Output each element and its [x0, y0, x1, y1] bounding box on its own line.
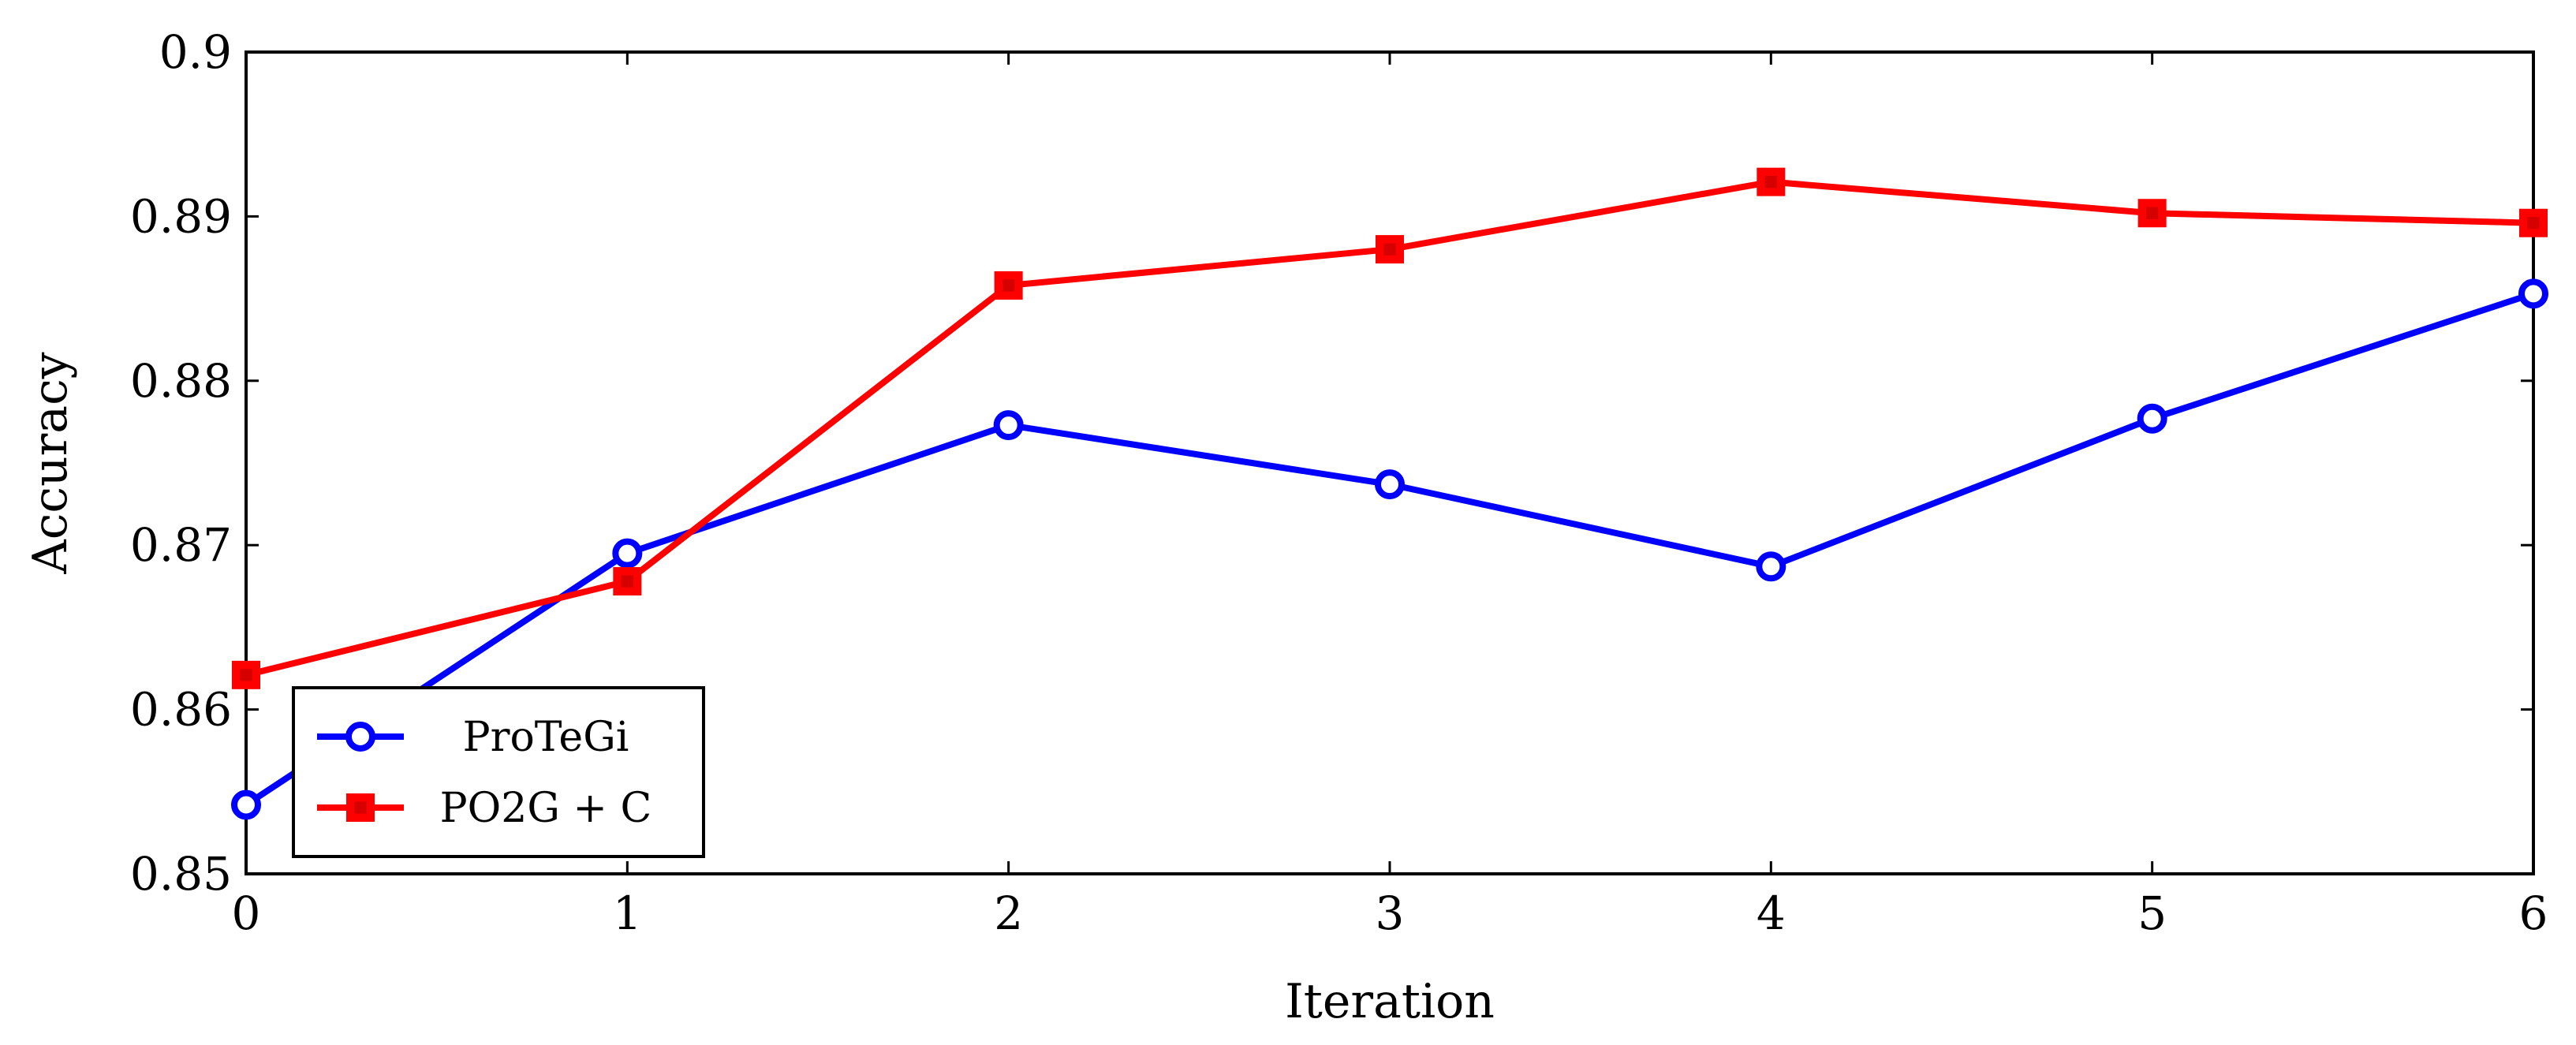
square-marker-core — [2527, 217, 2540, 230]
x-axis-title: Iteration — [1285, 974, 1495, 1029]
y-axis-title: Accuracy — [23, 352, 78, 574]
square-marker-core — [1764, 175, 1777, 188]
legend: ProTeGi PO2G + C — [292, 686, 705, 858]
series-2 — [232, 167, 2548, 689]
x-tick-label: 4 — [1757, 886, 1786, 940]
y-tick-label: 0.88 — [130, 354, 232, 408]
circle-marker — [993, 410, 1024, 441]
square-marker-core — [2146, 207, 2159, 219]
y-tick-label: 0.85 — [130, 847, 232, 901]
legend-marker — [346, 793, 375, 822]
circle-marker — [612, 538, 643, 569]
x-tick-label: 2 — [994, 886, 1023, 940]
x-tick-label: 5 — [2137, 886, 2167, 940]
legend-label: PO2G + C — [440, 785, 652, 832]
circle-marker — [1756, 551, 1786, 582]
tick-labels: 0 1 2 3 4 5 6 0.85 0.86 0.87 0.88 0.89 0.9 — [130, 25, 2548, 940]
circle-marker — [231, 789, 261, 820]
series-1 — [231, 278, 2548, 820]
legend-label: ProTeGi — [463, 714, 629, 761]
circle-marker — [2137, 403, 2167, 434]
legend-entry-2: PO2G + C — [317, 785, 651, 832]
circle-marker — [2518, 278, 2548, 309]
legend-marker-core — [354, 801, 367, 814]
square-marker-core — [1383, 243, 1396, 256]
square-marker — [613, 567, 642, 596]
square-marker — [1376, 235, 1404, 264]
y-tick-label: 0.86 — [130, 683, 232, 737]
square-marker — [232, 660, 260, 689]
legend-marker — [345, 722, 375, 752]
y-tick-label: 0.89 — [130, 189, 232, 243]
square-marker-core — [621, 575, 633, 588]
square-marker — [2519, 208, 2548, 237]
x-tick-label: 1 — [613, 886, 642, 940]
x-tick-label: 3 — [1376, 886, 1405, 940]
square-marker — [1757, 167, 1786, 196]
legend-box — [292, 686, 705, 858]
y-tick-label: 0.87 — [130, 518, 232, 572]
y-tick-label: 0.9 — [159, 25, 232, 79]
legend-entry-1: ProTeGi — [317, 714, 629, 761]
square-marker-fill — [2137, 199, 2167, 228]
x-tick-label: 0 — [232, 886, 261, 940]
square-marker-core — [240, 669, 252, 681]
series — [231, 167, 2548, 820]
x-tick-label: 6 — [2519, 886, 2548, 940]
square-marker — [2137, 199, 2167, 228]
square-marker — [994, 271, 1023, 300]
circle-marker — [1375, 469, 1405, 500]
square-marker-core — [1002, 279, 1015, 292]
